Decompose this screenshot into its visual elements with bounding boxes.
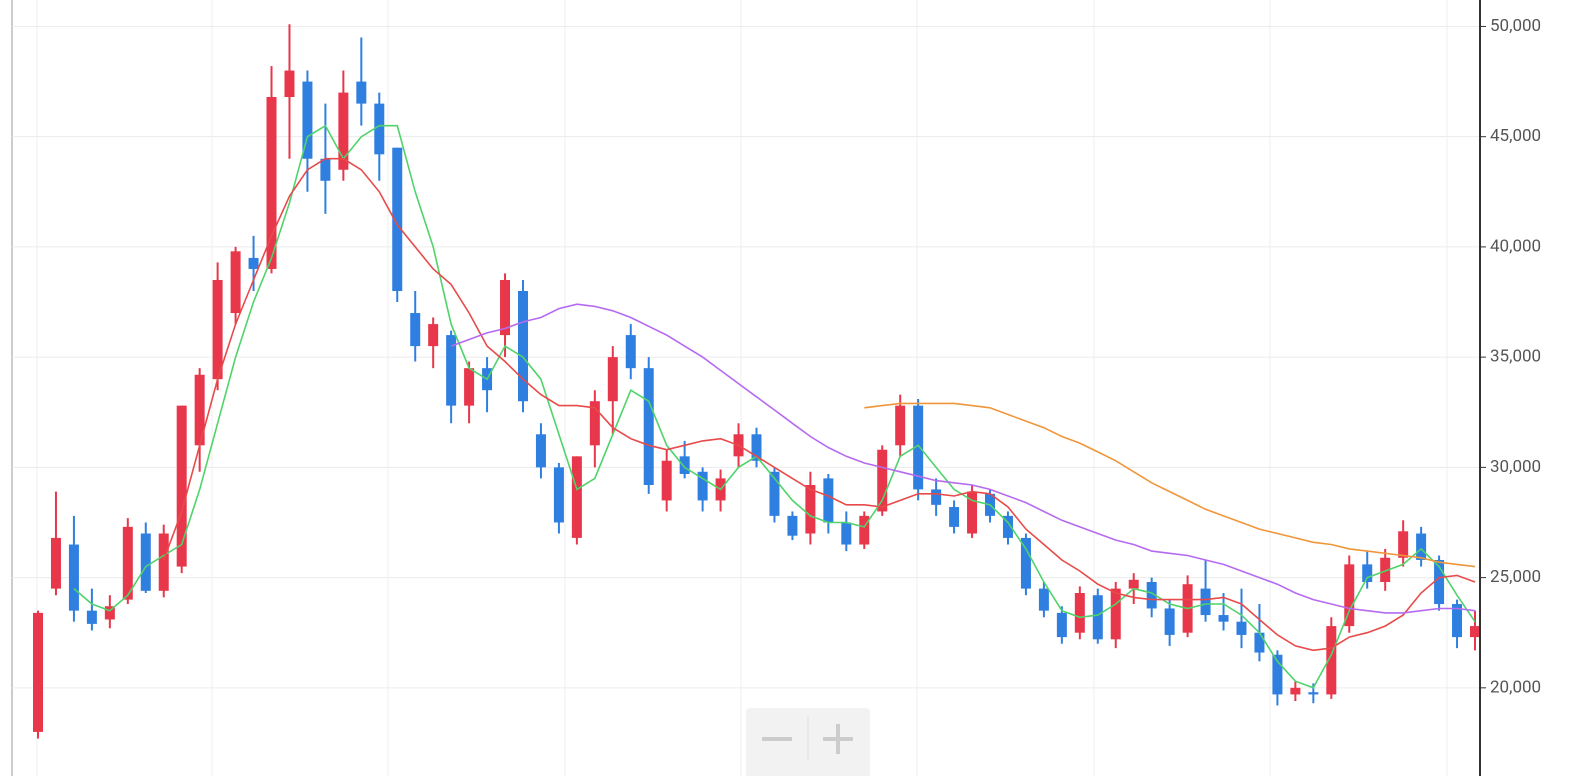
candle-body	[571, 456, 582, 538]
candle-body	[697, 471, 708, 501]
candle-body	[1398, 531, 1409, 558]
candle-body	[877, 449, 888, 512]
candle-body	[374, 103, 385, 155]
candle-body	[679, 456, 690, 474]
moving-average-line	[73, 124, 1476, 689]
candle-body	[517, 291, 528, 402]
candle-body	[1290, 687, 1301, 695]
vertical-grid	[36, 0, 1448, 776]
candle-body	[86, 610, 97, 624]
candle-body	[428, 324, 439, 347]
candle-body	[158, 533, 169, 591]
candle-body	[931, 489, 942, 505]
moving-average-line	[864, 402, 1476, 568]
y-tick-label: 35,000	[1490, 347, 1541, 367]
candle-body	[194, 374, 205, 446]
candle-body	[1146, 582, 1157, 609]
candle-body	[140, 533, 151, 591]
candle-body	[500, 279, 511, 336]
candle-body	[320, 158, 331, 181]
y-tick-label: 45,000	[1490, 126, 1541, 146]
candle-body	[643, 368, 654, 485]
candle-body	[1344, 564, 1355, 627]
candle-body	[410, 313, 421, 347]
candle-body	[949, 507, 960, 527]
plot-area	[12, 24, 1480, 739]
moving-average-line	[450, 303, 1476, 614]
candle-body	[1038, 588, 1049, 611]
candle-body	[625, 335, 636, 369]
candle-body	[1110, 588, 1121, 640]
candle-body	[1416, 533, 1427, 560]
candle-body	[176, 405, 187, 567]
candle-body	[1308, 692, 1319, 695]
candle-body	[823, 478, 834, 523]
zoom-in-button[interactable]	[823, 724, 853, 754]
candle-body	[1056, 612, 1067, 638]
candle-body	[787, 515, 798, 536]
candle-body	[356, 81, 367, 104]
candle-body	[1362, 564, 1373, 582]
candle-body	[1380, 557, 1391, 582]
candle-body	[841, 522, 852, 545]
candle-body	[50, 537, 61, 589]
candle-body	[1128, 579, 1139, 589]
candle-body	[464, 368, 475, 406]
candle-body	[1074, 593, 1085, 633]
candle-body	[1236, 621, 1247, 635]
candle-body	[913, 405, 924, 490]
y-tick-label: 40,000	[1490, 236, 1541, 256]
candle-body	[1470, 626, 1480, 638]
candle-body	[302, 81, 313, 159]
candle-body	[284, 70, 295, 97]
candle-body	[230, 251, 241, 314]
candle-body	[1254, 632, 1265, 653]
y-tick-label: 30,000	[1490, 457, 1541, 477]
candle-body	[1218, 615, 1229, 622]
candle-body	[266, 97, 277, 269]
candle-body	[1164, 608, 1175, 635]
candle-body	[967, 491, 978, 534]
y-tick-label: 50,000	[1490, 16, 1541, 36]
candle-body	[1092, 595, 1103, 640]
candle-body	[607, 357, 618, 402]
candle-body	[805, 485, 816, 534]
candle-body	[769, 471, 780, 516]
candle-body	[1272, 654, 1283, 695]
candle-body	[446, 335, 457, 406]
candle-body	[589, 401, 600, 446]
candle-body	[1020, 537, 1031, 589]
y-tick-label: 20,000	[1490, 677, 1541, 697]
candle-body	[104, 606, 115, 620]
candle-body	[1434, 559, 1445, 605]
candle-body	[68, 544, 79, 611]
candle-body	[338, 92, 349, 170]
candle-body	[122, 526, 133, 600]
candle-body	[212, 279, 223, 380]
candle-body	[751, 434, 762, 461]
candle-body	[392, 147, 403, 291]
candle-body	[248, 257, 259, 269]
moving-average-line	[162, 157, 1476, 652]
zoom-control[interactable]	[746, 708, 870, 776]
candle-body	[1452, 604, 1463, 638]
candle-body	[553, 467, 564, 523]
candle-body	[895, 405, 906, 446]
candle-body	[1326, 626, 1337, 695]
candle-body	[1200, 588, 1211, 616]
y-tick-label: 25,000	[1490, 567, 1541, 587]
candle-body	[859, 515, 870, 545]
candle-body	[33, 612, 43, 732]
candle-body	[661, 460, 672, 501]
candle-body	[535, 434, 546, 468]
candle-body	[1002, 515, 1013, 538]
